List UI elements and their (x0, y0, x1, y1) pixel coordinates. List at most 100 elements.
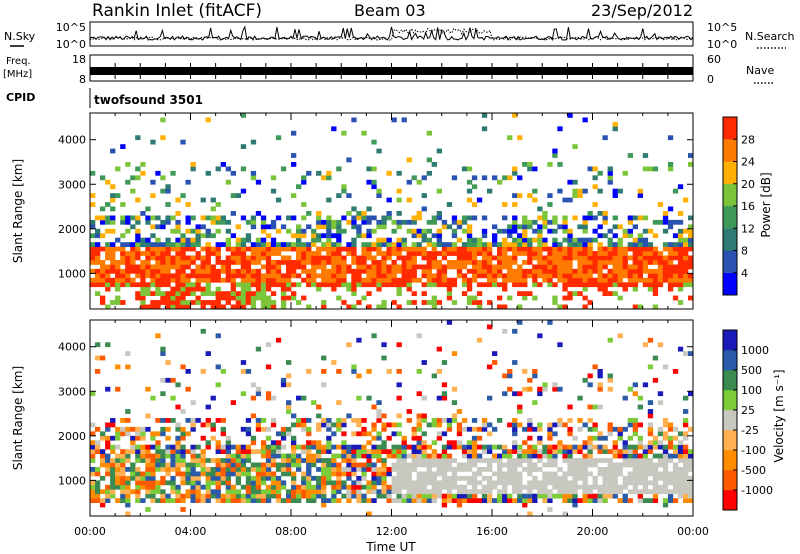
velocity-ytick-label-3: 4000 (58, 341, 86, 354)
velocity-cell (195, 489, 201, 495)
velocity-cell (391, 453, 397, 459)
power-cell (426, 251, 432, 256)
velocity-cell (421, 453, 427, 459)
power-cell (652, 286, 659, 292)
power-cell (341, 282, 347, 288)
velocity-cell (537, 484, 543, 490)
power-cell (602, 255, 608, 261)
power-cell (275, 264, 282, 270)
power-cell (411, 246, 417, 252)
velocity-cell (346, 493, 352, 499)
velocity-cell (180, 458, 186, 463)
power-cell (250, 291, 257, 296)
velocity-cell (245, 480, 252, 486)
power-cell (180, 246, 186, 252)
velocity-cell (270, 440, 277, 446)
velocity-cell (260, 480, 267, 486)
power-cell (105, 286, 111, 292)
power-cell (376, 264, 382, 270)
power-cell (637, 260, 643, 265)
power-cell (336, 166, 342, 172)
power-cell (145, 291, 151, 296)
velocity-cell (647, 489, 654, 495)
velocity-cell (542, 498, 548, 503)
power-cell (612, 242, 618, 247)
power-cell (155, 291, 161, 296)
power-cell (426, 228, 432, 234)
velocity-cell (145, 458, 151, 463)
power-cell (170, 242, 176, 247)
velocity-cell (175, 422, 181, 428)
power-cell (426, 282, 432, 288)
velocity-cell (205, 418, 211, 423)
velocity-cell (642, 489, 649, 495)
velocity-cell (532, 498, 538, 503)
power-cell (270, 251, 277, 256)
power-cell (225, 237, 231, 243)
power-cell (280, 166, 287, 172)
power-cell (371, 282, 377, 288)
power-cell (657, 277, 664, 283)
power-cell (280, 242, 287, 247)
velocity-cell (647, 426, 654, 432)
velocity-cell (336, 475, 342, 481)
velocity-cell (683, 484, 689, 490)
velocity-cell (190, 467, 196, 472)
velocity-cell (326, 467, 332, 472)
power-cell (587, 273, 593, 279)
velocity-cell (582, 462, 588, 468)
power-cell (160, 255, 166, 261)
velocity-cell (326, 444, 332, 450)
power-cell (461, 291, 468, 296)
power-cell (210, 215, 216, 221)
power-cell (185, 215, 191, 221)
power-cell (416, 228, 422, 234)
velocity-cell (265, 462, 272, 468)
velocity-cell (190, 480, 196, 486)
velocity-cell (396, 489, 402, 495)
power-cell (331, 246, 337, 252)
velocity-cell (602, 493, 608, 499)
power-cell (677, 273, 684, 279)
power-cell (165, 219, 171, 225)
velocity-cell (461, 426, 468, 432)
velocity-cell (170, 458, 176, 463)
power-cell (431, 264, 437, 270)
velocity-cell (341, 440, 347, 446)
power-cell (341, 215, 347, 221)
velocity-cell (512, 426, 518, 432)
velocity-cell (557, 467, 563, 472)
velocity-cell (215, 418, 221, 423)
velocity-cell (250, 498, 257, 503)
power-cell (230, 273, 236, 279)
power-cell (396, 277, 402, 283)
power-cell (240, 277, 247, 283)
velocity-cell (522, 502, 528, 508)
power-cell (572, 255, 578, 261)
power-cell (351, 304, 357, 310)
velocity-cell (90, 467, 96, 472)
power-cell (240, 300, 247, 305)
velocity-cell (391, 462, 397, 468)
velocity-cell (667, 471, 674, 477)
velocity-colorbar-swatch-3 (723, 430, 737, 451)
power-cell (331, 264, 337, 270)
velocity-cell (105, 453, 111, 459)
power-cell (240, 246, 247, 252)
power-cell (100, 264, 106, 270)
power-cell (356, 215, 362, 221)
velocity-cell (481, 489, 488, 495)
velocity-cell (381, 444, 387, 450)
power-cell (195, 268, 201, 274)
velocity-cell (336, 471, 342, 477)
power-cell (647, 277, 654, 283)
velocity-cell (115, 467, 121, 472)
power-cell (688, 215, 694, 221)
power-cell (652, 268, 659, 274)
power-cell (311, 242, 317, 247)
velocity-cell (275, 484, 282, 490)
power-cell (547, 260, 553, 265)
power-cell (507, 175, 513, 181)
velocity-cell (160, 498, 166, 503)
power-cell (331, 219, 337, 225)
